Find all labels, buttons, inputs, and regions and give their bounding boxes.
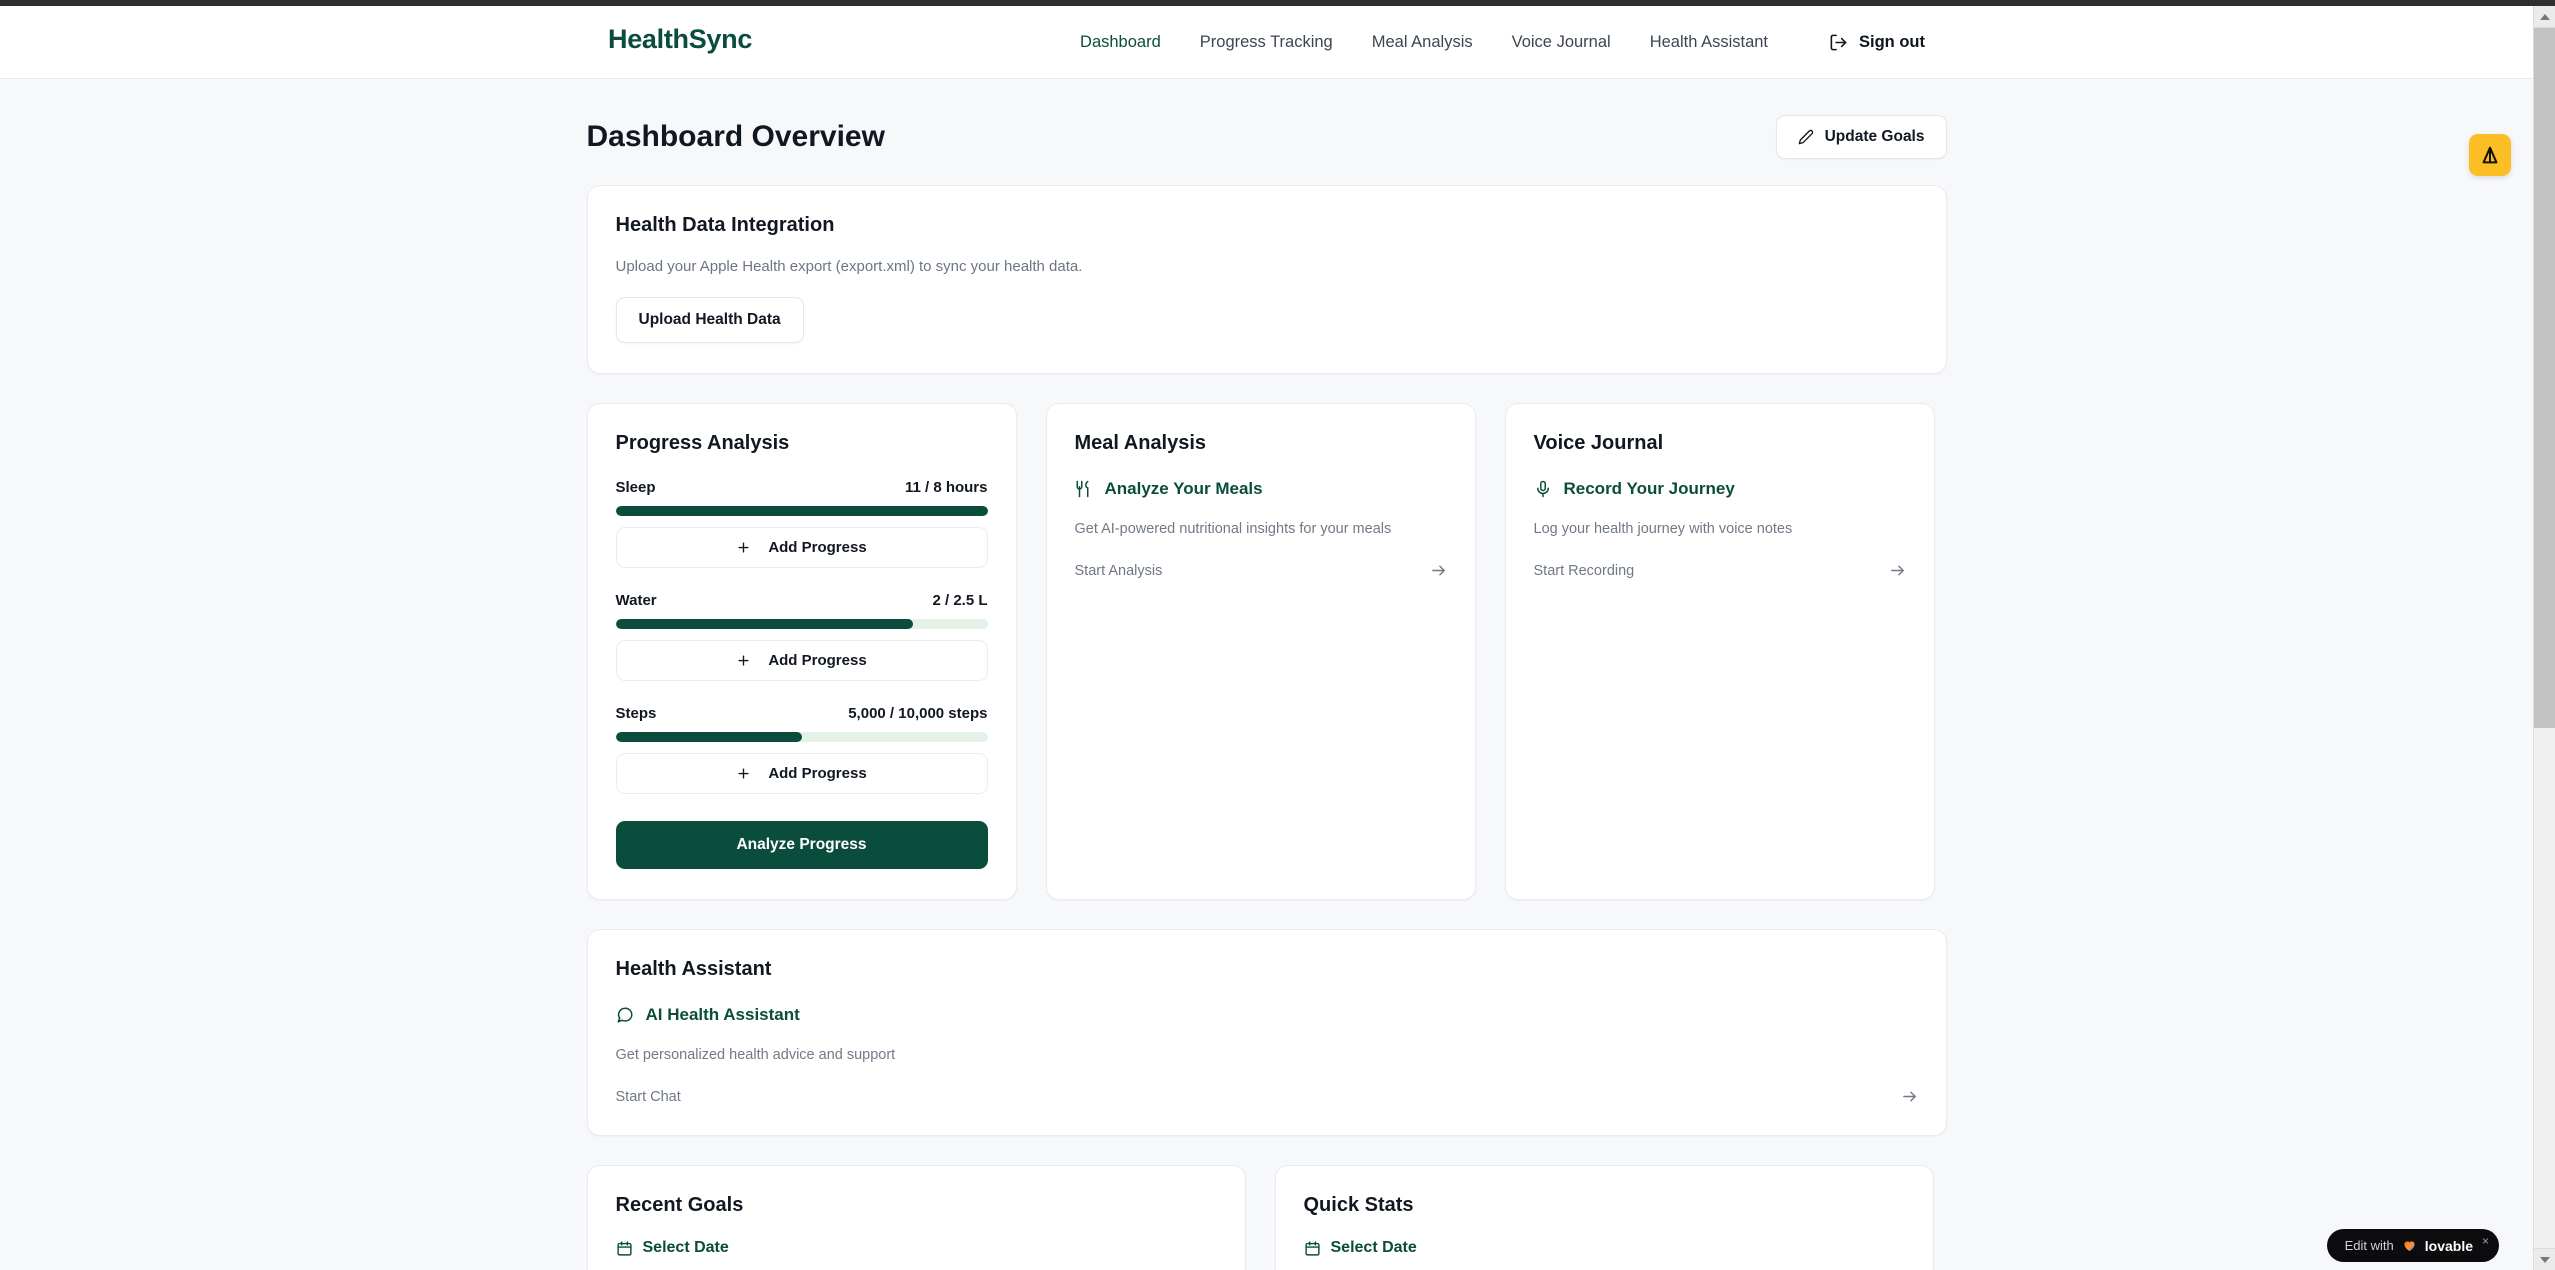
metric-steps-value: 5,000 / 10,000 steps [848,705,988,722]
top-navigation-bar: HealthSync Dashboard Progress Tracking M… [0,6,2533,79]
upload-health-data-button[interactable]: Upload Health Data [615,297,804,343]
metric-sleep: Sleep 11 / 8 hours Add Progress [615,479,988,568]
nav-item-dashboard[interactable]: Dashboard [1080,33,1161,51]
app-logo[interactable]: HealthSync [608,24,753,54]
plus-icon [736,653,751,668]
ai-health-assistant-label: AI Health Assistant [645,1005,800,1024]
metric-sleep-bar [615,506,988,516]
edit-with-lovable-widget[interactable]: Edit with lovable × [2326,1229,2499,1262]
sign-out-label: Sign out [1859,33,1925,51]
health-assistant-card: Health Assistant AI Health Assistant Get… [586,929,1947,1136]
progress-analysis-card: Progress Analysis Sleep 11 / 8 hours [586,403,1017,900]
quick-stats-select-date[interactable]: Select Date [1304,1239,1905,1257]
nav-item-meal-analysis[interactable]: Meal Analysis [1371,33,1473,51]
arrow-right-icon [1430,562,1447,579]
metric-steps: Steps 5,000 / 10,000 steps Add Progress [615,705,988,794]
progress-analysis-title: Progress Analysis [615,432,790,454]
lovable-brand-label: lovable [2424,1237,2473,1254]
plus-icon [736,766,751,781]
feature-cards-row: Progress Analysis Sleep 11 / 8 hours [586,403,1947,900]
analyze-progress-button[interactable]: Analyze Progress [615,821,988,869]
start-analysis-cta[interactable]: Start Analysis [1075,562,1447,579]
quick-stats-title: Quick Stats [1303,1194,1414,1216]
ai-health-assistant-link[interactable]: AI Health Assistant [616,1005,1918,1025]
voice-journal-description: Log your health journey with voice notes [1533,521,1793,537]
health-assistant-title: Health Assistant [615,958,772,980]
nav-item-progress-tracking[interactable]: Progress Tracking [1199,33,1333,51]
arrow-right-icon [1901,1088,1918,1105]
metric-sleep-value: 11 / 8 hours [904,479,988,496]
start-analysis-label: Start Analysis [1074,562,1163,579]
analyze-your-meals-label: Analyze Your Meals [1104,479,1263,498]
metric-steps-bar [615,732,988,742]
meal-analysis-description: Get AI-powered nutritional insights for … [1074,521,1392,537]
health-data-integration-card: Health Data Integration Upload your Appl… [586,185,1947,374]
calendar-icon [616,1240,633,1257]
metric-sleep-label: Sleep [615,479,656,496]
health-data-description: Upload your Apple Health export (export.… [615,258,1083,275]
update-goals-label: Update Goals [1824,128,1925,145]
add-progress-label: Add Progress [768,652,867,669]
start-chat-label: Start Chat [615,1088,681,1105]
add-progress-button-water[interactable]: Add Progress [615,640,988,681]
scroll-down-arrow-icon[interactable] [2534,1248,2555,1270]
bottom-cards-row: Recent Goals Select Date Today Yesterday [586,1165,1947,1270]
add-progress-button-sleep[interactable]: Add Progress [615,527,988,568]
close-icon[interactable]: × [2481,1234,2489,1248]
record-your-journey-label: Record Your Journey [1563,479,1735,498]
vertical-scrollbar[interactable] [2533,6,2555,1270]
chat-bubble-icon [616,1006,634,1024]
pencil-icon [1798,129,1814,145]
start-chat-cta[interactable]: Start Chat [616,1088,1918,1105]
calendar-icon [1304,1240,1321,1257]
update-goals-button[interactable]: Update Goals [1775,115,1947,159]
metric-water: Water 2 / 2.5 L Add Progress [615,592,988,681]
page-header: Dashboard Overview Update Goals [587,79,1947,185]
scroll-up-arrow-icon[interactable] [2534,6,2555,28]
page-viewport: HealthSync Dashboard Progress Tracking M… [0,6,2533,1270]
utensils-icon [1075,480,1093,498]
main-nav: Dashboard Progress Tracking Meal Analysi… [1080,6,1925,79]
browser-chrome-strip [0,0,2555,6]
health-data-title: Health Data Integration [615,214,835,236]
metric-water-bar-fill [615,619,914,629]
metric-water-value: 2 / 2.5 L [932,592,988,609]
main-content: Dashboard Overview Update Goals Health D… [0,79,2533,1270]
health-assistant-description: Get personalized health advice and suppo… [615,1047,896,1063]
metric-sleep-bar-fill [615,506,988,516]
start-recording-cta[interactable]: Start Recording [1534,562,1906,579]
metric-water-label: Water [615,592,657,609]
quick-stats-card: Quick Stats Select Date Today Yesterday [1274,1165,1934,1270]
scrollbar-thumb[interactable] [2534,28,2555,728]
meal-analysis-title: Meal Analysis [1074,432,1207,454]
add-progress-label: Add Progress [768,765,867,782]
record-your-journey-link[interactable]: Record Your Journey [1534,479,1906,499]
meal-analysis-card: Meal Analysis Analyze Your Meals Get AI-… [1045,403,1476,900]
metric-steps-bar-fill [615,732,802,742]
recent-goals-title: Recent Goals [615,1194,744,1216]
page-title: Dashboard Overview [586,120,885,153]
microphone-icon [1534,480,1552,498]
lovable-logo-icon[interactable] [2469,134,2511,176]
recent-goals-card: Recent Goals Select Date Today Yesterday [586,1165,1246,1270]
heart-icon [2402,1238,2417,1253]
add-progress-label: Add Progress [768,539,867,556]
nav-item-health-assistant[interactable]: Health Assistant [1649,33,1769,51]
select-date-label: Select Date [642,1239,729,1256]
plus-icon [736,540,751,555]
edit-with-label: Edit with [2344,1238,2394,1253]
start-recording-label: Start Recording [1533,562,1635,579]
sign-out-button[interactable]: Sign out [1829,33,1925,52]
analyze-your-meals-link[interactable]: Analyze Your Meals [1075,479,1447,499]
nav-item-voice-journal[interactable]: Voice Journal [1511,33,1611,51]
select-date-label: Select Date [1330,1239,1417,1256]
voice-journal-card: Voice Journal Record Your Journey Log yo… [1504,403,1935,900]
add-progress-button-steps[interactable]: Add Progress [615,753,988,794]
logout-icon [1829,33,1848,52]
recent-goals-select-date[interactable]: Select Date [616,1239,1217,1257]
metric-steps-label: Steps [615,705,657,722]
arrow-right-icon [1889,562,1906,579]
voice-journal-title: Voice Journal [1533,432,1664,454]
metric-water-bar [615,619,988,629]
